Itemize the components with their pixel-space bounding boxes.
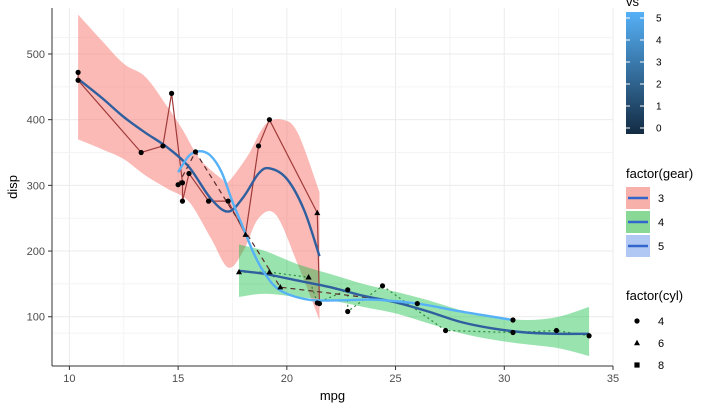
point-cyl-4 [345,287,351,293]
point-cyl-4 [316,300,323,307]
gridlines [52,8,614,366]
point-cyl-6 [305,274,312,280]
legend-vs-colorbar [626,12,644,134]
point-cyl-8 [266,117,273,123]
legend-vs-tick-label: 3 [656,58,662,69]
point-cyl-6 [242,231,249,237]
legend-gear-label: 3 [658,193,664,205]
legend-vs-title: vs [626,0,640,9]
y-tick-label: 500 [27,49,45,61]
smooth-line-gear-4 [238,269,590,336]
legend-cyl-shape-circle [634,318,640,324]
point-cyl-8 [75,69,81,75]
x-axis-title: mpg [320,388,345,403]
y-tick-label: 100 [27,312,45,324]
point-cyl-4 [414,300,420,307]
point-cyl-8 [192,149,199,155]
point-cyl-8 [160,143,166,149]
plot-layers [75,14,592,357]
panel-background [52,8,613,366]
legend-cyl-title: factor(cyl) [626,288,683,303]
legend: vs 5 4 3 2 1 0 factor(gear) 3 4 5 factor(cyl) 4 6 8 [626,0,693,372]
point-cyl-6 [236,268,242,275]
legend-cyl-label: 8 [658,360,664,372]
legend-cyl-shape-square [634,362,640,368]
confidence-band-gear-4 [239,244,590,357]
x-tick-label: 30 [498,373,510,385]
x-tick-label: 35 [607,373,619,385]
confidence-band-gear-3 [78,14,320,320]
point-cyl-8 [186,170,192,177]
point-cyl-8 [168,90,175,96]
point-cyl-4 [586,333,592,339]
smooth-line-gear-3 [77,77,321,257]
x-tick-label: 20 [281,373,293,385]
x-tick-label: 15 [172,373,184,385]
smooth-line-gear-5 [177,149,514,322]
y-tick-label: 400 [27,115,45,127]
point-cyl-8 [138,149,144,156]
point-cyl-8 [175,182,181,188]
point-cyl-8 [205,198,212,204]
axes: 10 15 20 25 30 35 100 200 300 400 500 mpg disp [5,8,619,403]
point-cyl-4 [345,308,351,315]
point-cyl-4 [510,317,516,323]
y-tick-label: 300 [27,180,45,192]
point-cyl-8 [255,143,262,149]
x-tick-label: 25 [389,373,401,385]
legend-vs-tick-label: 2 [656,80,662,91]
y-axis-title: disp [5,175,20,199]
point-cyl-4 [442,327,449,334]
point-cyl-6 [277,283,284,290]
point-cyl-8 [179,180,186,186]
legend-vs-tick-label: 0 [656,124,662,135]
legend-cyl-label: 6 [658,338,664,350]
x-tick-label: 10 [63,373,75,385]
legend-gear-label: 5 [658,241,664,253]
legend-vs-tick-label: 5 [656,14,662,25]
legend-gear-label: 4 [658,217,664,229]
point-cyl-8 [179,198,186,204]
legend-cyl-shape-triangle [634,339,640,346]
plot-panel [52,8,614,366]
legend-gear-title: factor(gear) [626,166,693,181]
point-cyl-6 [314,209,321,216]
y-tick-label: 200 [27,246,45,258]
point-cyl-8 [225,198,231,204]
point-cyl-4 [510,329,516,336]
point-cyl-4 [379,283,386,289]
point-cyl-4 [553,327,560,334]
legend-vs-tick-label: 4 [656,36,662,47]
point-cyl-6 [266,268,273,275]
legend-vs-tick-label: 1 [656,102,662,113]
point-cyl-8 [75,77,81,83]
legend-cyl-label: 4 [658,316,664,328]
